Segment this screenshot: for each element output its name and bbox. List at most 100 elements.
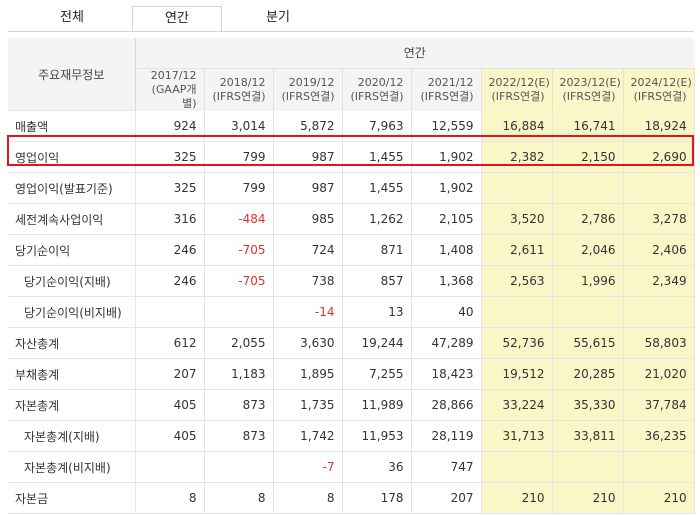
table-cell	[623, 296, 695, 328]
table-cell: 13	[342, 296, 412, 328]
table-cell	[623, 172, 695, 204]
row-label[interactable]: 자본총계(지배)	[8, 420, 136, 452]
table-cell	[623, 451, 695, 483]
row-label[interactable]: 영업이익(발표기준)	[8, 172, 136, 204]
table-row: 자본총계 405 873 1,735 11,989 28,866 33,224 35,330 3…	[8, 389, 695, 421]
table-cell: 18,924	[623, 110, 695, 142]
table-cell: 28,119	[411, 420, 482, 452]
table-cell: 3,630	[273, 327, 343, 359]
table-cell: 985	[273, 203, 343, 235]
table-cell: 2,105	[411, 203, 482, 235]
table-cell: 3,520	[481, 203, 553, 235]
table-cell: 18,423	[411, 358, 482, 390]
corner-header: 주요재무정보	[8, 38, 136, 111]
table-cell: 924	[135, 110, 205, 142]
column-header: 2018/12 (IFRS연결)	[204, 68, 274, 111]
column-basis: (IFRS연결)	[491, 89, 545, 103]
column-header: 2017/12 (GAAP개별)	[135, 68, 205, 111]
table-cell	[552, 296, 624, 328]
table-row: 자산총계 612 2,055 3,630 19,244 47,289 52,736 55,61…	[8, 327, 695, 359]
table-cell: 36,235	[623, 420, 695, 452]
table-cell: 2,382	[481, 141, 553, 173]
column-header: 2021/12 (IFRS연결)	[411, 68, 482, 111]
tab-annual[interactable]: 연간	[132, 6, 222, 32]
table-cell: 2,150	[552, 141, 624, 173]
column-header: 2022/12(E) (IFRS연결)	[481, 68, 553, 111]
table-cell: 871	[342, 234, 412, 266]
table-cell: 21,020	[623, 358, 695, 390]
table-cell	[552, 172, 624, 204]
table-cell: 19,244	[342, 327, 412, 359]
table-cell: 1,735	[273, 389, 343, 421]
column-header: 2020/12 (IFRS연결)	[342, 68, 412, 111]
row-label[interactable]: 자본총계(비지배)	[8, 451, 136, 483]
table-cell: 1,183	[204, 358, 274, 390]
row-label[interactable]: 매출액	[8, 110, 136, 142]
table-cell: 40	[411, 296, 482, 328]
table-row: 당기순이익(비지배) -14 13 40	[8, 296, 695, 328]
table-cell: 612	[135, 327, 205, 359]
row-label[interactable]: 자본총계	[8, 389, 136, 421]
column-header-row: 2017/12 (GAAP개별) 2018/12 (IFRS연결) 2019/12 (IF…	[8, 68, 695, 111]
table-cell: 325	[135, 141, 205, 173]
row-label[interactable]: 당기순이익(지배)	[8, 265, 136, 297]
table-cell: 2,786	[552, 203, 624, 235]
table-cell: 8	[273, 482, 343, 514]
table-cell: 7,963	[342, 110, 412, 142]
column-period: 2024/12(E)	[630, 75, 692, 89]
tab-all[interactable]: 전체	[60, 10, 84, 25]
table-cell	[481, 451, 553, 483]
table-cell: 2,611	[481, 234, 553, 266]
column-basis: (IFRS연결)	[212, 89, 266, 103]
table-cell: 3,014	[204, 110, 274, 142]
row-label[interactable]: 자산총계	[8, 327, 136, 359]
table-cell	[552, 451, 624, 483]
table-cell: 799	[204, 172, 274, 204]
column-header: 2019/12 (IFRS연결)	[273, 68, 343, 111]
table-cell: 37,784	[623, 389, 695, 421]
table-cell: 405	[135, 389, 205, 421]
table-cell: 1,455	[342, 141, 412, 173]
table-cell	[204, 451, 274, 483]
table-cell: 210	[552, 482, 624, 514]
table-cell: 33,224	[481, 389, 553, 421]
table-cell: 58,803	[623, 327, 695, 359]
row-label[interactable]: 세전계속사업이익	[8, 203, 136, 235]
table-cell: 31,713	[481, 420, 553, 452]
row-label[interactable]: 당기순이익	[8, 234, 136, 266]
table-cell: 1,408	[411, 234, 482, 266]
table-cell: 325	[135, 172, 205, 204]
row-label[interactable]: 자본금	[8, 482, 136, 514]
table-cell	[204, 296, 274, 328]
table-row: 당기순이익(지배) 246 -705 738 857 1,368 2,563 1,996 2,3…	[8, 265, 695, 297]
table-cell: -14	[273, 296, 343, 328]
row-label[interactable]: 당기순이익(비지배)	[8, 296, 136, 328]
table-cell: 405	[135, 420, 205, 452]
table-cell: 1,895	[273, 358, 343, 390]
table-cell: -7	[273, 451, 343, 483]
table-cell: 799	[204, 141, 274, 173]
table-cell: 2,055	[204, 327, 274, 359]
table-row: 자본총계(비지배) -7 36 747	[8, 451, 695, 483]
column-period: 2023/12(E)	[559, 75, 621, 89]
row-label[interactable]: 영업이익	[8, 141, 136, 173]
column-basis: (IFRS연결)	[633, 89, 687, 103]
table-row: 영업이익 325 799 987 1,455 1,902 2,382 2,150 2,690	[8, 141, 695, 173]
financial-summary-table: 주요재무정보 연간 2017/12 (GAAP개별) 2018/12 (IFRS연결)…	[8, 38, 695, 514]
table-cell: 11,989	[342, 389, 412, 421]
table-cell	[481, 172, 553, 204]
table-cell	[135, 296, 205, 328]
table-row: 부채총계 207 1,183 1,895 7,255 18,423 19,512 20,285…	[8, 358, 695, 390]
table-cell: 987	[273, 172, 343, 204]
table-cell: -705	[204, 265, 274, 297]
table-cell: 987	[273, 141, 343, 173]
row-label[interactable]: 부채총계	[8, 358, 136, 390]
table-row: 세전계속사업이익 316 -484 985 1,262 2,105 3,520 2,786 3,…	[8, 203, 695, 235]
column-period: 2022/12(E)	[488, 75, 550, 89]
table-cell: 1,742	[273, 420, 343, 452]
period-tab-bar: 전체 연간 분기	[0, 0, 700, 32]
table-cell: 873	[204, 420, 274, 452]
table-cell: 47,289	[411, 327, 482, 359]
table-cell: 178	[342, 482, 412, 514]
tab-quarterly[interactable]: 분기	[266, 10, 290, 25]
